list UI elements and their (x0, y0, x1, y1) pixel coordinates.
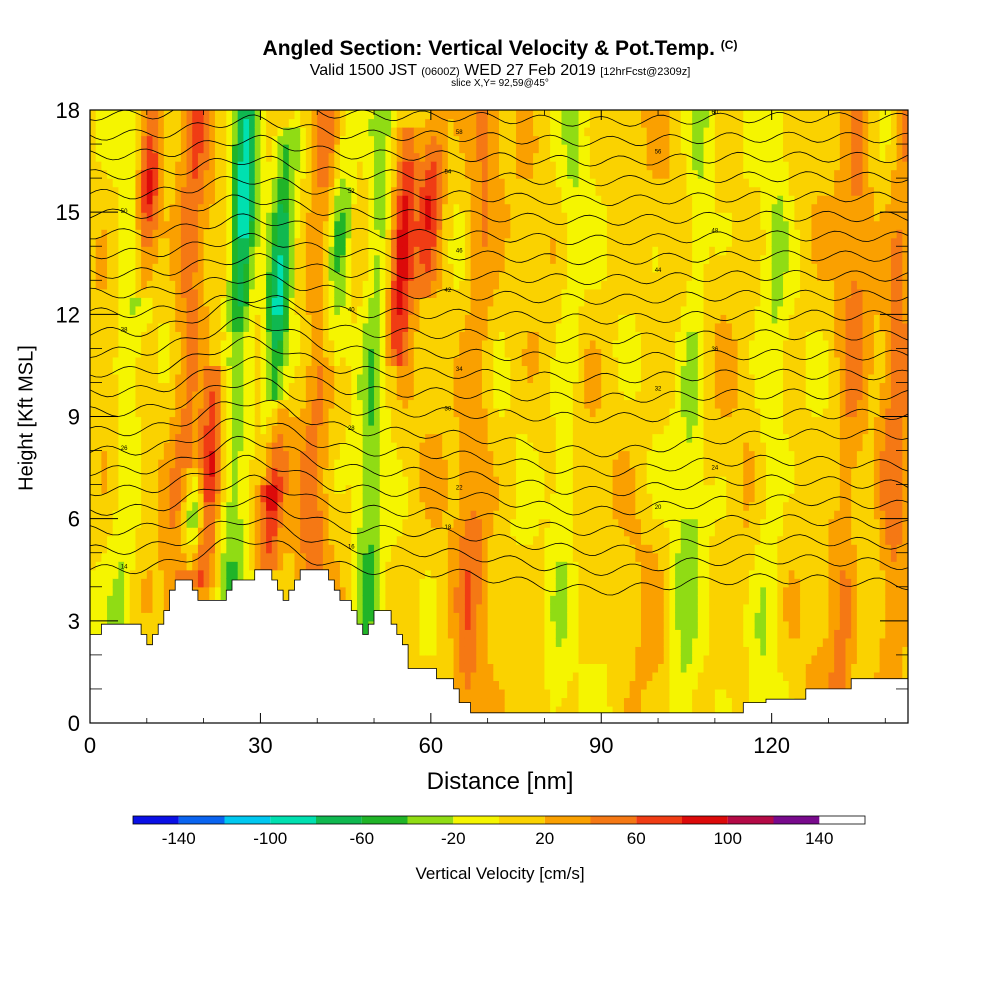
colorbar-tick-label: -60 (349, 829, 374, 848)
colorbar-frame (132, 815, 866, 825)
y-axis-label: Height [Kft MSL] (15, 345, 38, 491)
theta-contour-label: 16 (348, 545, 355, 551)
theta-contour-line (90, 194, 908, 226)
theta-contour-line (90, 317, 908, 364)
colorbar-swatch (178, 816, 225, 824)
theta-contour-line (90, 495, 908, 556)
theta-contour-line (90, 474, 908, 536)
y-tick-label: 18 (56, 98, 80, 123)
x-tick-label: 60 (419, 733, 443, 758)
theta-contour-label: 56 (655, 150, 662, 156)
x-axis-label: Distance [nm] (426, 768, 574, 795)
colorbar-swatch (133, 816, 179, 824)
valid-time-utc: (0600Z) (421, 66, 460, 78)
colorbar-swatch (453, 816, 500, 824)
theta-contour-label: 36 (712, 347, 719, 353)
theta-contour-label: 20 (655, 505, 662, 511)
colorbar-tick-label: 140 (805, 829, 833, 848)
colorbar-swatch (316, 816, 362, 824)
chart-title-text: Angled Section: Vertical Velocity & Pot.… (262, 37, 715, 60)
colorbar-swatch (636, 816, 683, 824)
theta-contour-label: 30 (445, 406, 452, 412)
theta-contour-line (90, 114, 908, 147)
theta-contour-label: 26 (121, 446, 128, 452)
theta-contour-label: 54 (445, 169, 452, 175)
theta-contour-label: 44 (655, 268, 662, 274)
terrain (90, 569, 908, 723)
theta-contour-line (90, 294, 908, 325)
theta-contour-line (90, 175, 908, 206)
theta-contour-line (90, 435, 908, 497)
theta-contour-line (90, 537, 908, 596)
theta-contour-label: 46 (456, 248, 463, 254)
valid-date: WED 27 Feb 2019 (464, 62, 596, 79)
theta-contour-label: 28 (348, 426, 355, 432)
theta-contour-label: 18 (445, 525, 452, 531)
theta-contour-line (90, 155, 908, 187)
forecast-info: [12hrFcst@2309z] (600, 66, 691, 78)
theta-contour-line (90, 273, 908, 305)
theta-contour-line (90, 356, 908, 404)
theta-contour-label: 52 (348, 189, 355, 195)
slice-info: slice X,Y= 92,59@45° (451, 78, 549, 89)
colorbar-swatch (499, 816, 545, 824)
theta-contour-line (90, 298, 908, 345)
x-tick-label: 90 (589, 733, 613, 758)
colorbar-swatch (773, 816, 820, 824)
colorbar-swatch (590, 816, 637, 824)
colorbar-swatch (407, 816, 454, 824)
chart-subtitle: Valid 1500 JST (0600Z) WED 27 Feb 2019 [… (0, 62, 1000, 80)
theta-contour-label: 24 (712, 466, 719, 472)
colorbar-swatch (224, 816, 271, 824)
colorbar-swatch (544, 816, 591, 824)
chart-title-unit: (C) (720, 38, 738, 52)
x-tick-label: 0 (84, 733, 96, 758)
theta-contour-label: 34 (456, 367, 463, 373)
theta-contour-line (90, 399, 908, 458)
colorbar-tick-label: 60 (627, 829, 646, 848)
theta-contour-label: 58 (456, 130, 463, 136)
theta-contour-label: 40 (348, 308, 355, 314)
terrain-profile (90, 569, 908, 723)
theta-contour-line (90, 336, 908, 384)
colorbar-swatch (682, 816, 728, 824)
colorbar-swatch (270, 816, 317, 824)
y-tick-label: 3 (68, 609, 80, 634)
theta-contour-label: 22 (456, 485, 463, 491)
theta-contour-line (90, 418, 908, 478)
theta-contour-line (90, 517, 908, 576)
colorbar: -140 -100 -60 -20 20 60 100 140 (132, 815, 866, 848)
colorbar-swatch (727, 816, 774, 824)
theta-contour-label: 48 (712, 229, 719, 235)
y-tick-label: 15 (56, 200, 80, 225)
theta-contour-line (90, 232, 908, 266)
valid-time: Valid 1500 JST (309, 62, 417, 79)
theta-contour-label: 50 (121, 209, 128, 215)
y-tick-label: 12 (56, 302, 80, 327)
colorbar-tick-label: 20 (535, 829, 554, 848)
colorbar-tick-label: 100 (714, 829, 742, 848)
x-tick-label: 30 (248, 733, 272, 758)
theta-contour-line (90, 377, 908, 424)
y-tick-label: 6 (68, 507, 80, 532)
theta-contour-line (90, 454, 908, 516)
colorbar-swatch (361, 816, 408, 824)
colorbar-tick-label: -100 (253, 829, 287, 848)
chart-title: Angled Section: Vertical Velocity & Pot.… (0, 37, 1000, 61)
x-tick-label: 120 (753, 733, 790, 758)
y-tick-label: 9 (68, 405, 80, 430)
colorbar-tick-label: -140 (162, 829, 196, 848)
colorbar-label: Vertical Velocity [cm/s] (415, 864, 585, 883)
theta-contour-line (90, 134, 908, 167)
theta-contour-label: 42 (445, 288, 452, 294)
theta-contour-label: 32 (655, 387, 662, 393)
theta-contour-line (90, 213, 908, 246)
y-tick-label: 0 (68, 711, 80, 736)
theta-contour-line (90, 253, 908, 285)
theta-contour-label: 38 (121, 327, 128, 333)
colorbar-tick-label: -20 (441, 829, 466, 848)
theta-contour-label: 14 (121, 564, 128, 570)
